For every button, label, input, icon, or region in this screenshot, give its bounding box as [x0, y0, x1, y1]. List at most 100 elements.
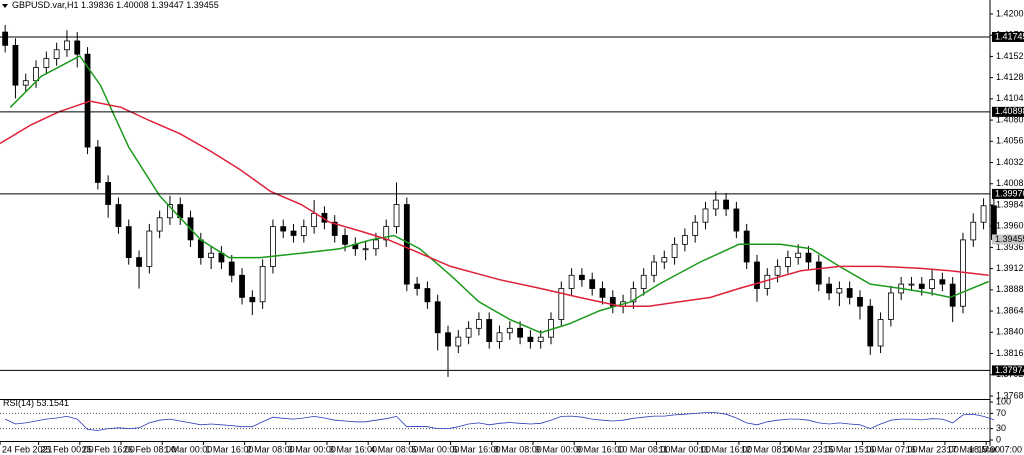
candle-body: [362, 248, 369, 251]
candle-body: [774, 266, 781, 276]
candle-body: [115, 204, 122, 228]
candle-body: [136, 257, 142, 267]
candle-body: [640, 274, 647, 289]
candle-body: [754, 261, 760, 289]
x-tick-label: 25 Feb 00:00: [41, 444, 94, 454]
y-tick-label: 1.37685: [996, 390, 1024, 400]
candle-body: [506, 327, 513, 334]
candle-body: [661, 257, 668, 263]
candle-body: [805, 252, 812, 263]
rsi-label: RSI(14) 53.1541: [3, 398, 69, 408]
candle-body: [970, 221, 977, 241]
candle-body: [702, 208, 709, 223]
last-open: 1.39836: [81, 0, 114, 10]
candle-body: [445, 332, 451, 347]
candle-body: [743, 230, 750, 263]
candle-body: [692, 221, 699, 236]
moving-average: [0, 100, 989, 307]
candle-body: [764, 274, 771, 289]
x-tick-label: 1 Mar 00:00: [164, 444, 212, 454]
y-tick-label: 1.39365: [996, 242, 1024, 252]
candle-body: [125, 226, 132, 258]
y-tick-label: 1.41045: [996, 93, 1024, 103]
candle-body: [857, 296, 863, 307]
level-label-bg: [992, 188, 1024, 199]
candle-body: [712, 199, 719, 210]
level-label: 1.37974: [995, 365, 1024, 375]
candle-body: [795, 252, 802, 258]
candle-body: [568, 274, 575, 289]
x-tick-label: 16 Mar 07:00: [865, 444, 918, 454]
candle-body: [877, 319, 884, 347]
x-tick-label: 12 Mar 08:00: [741, 444, 794, 454]
candle-body: [197, 239, 204, 258]
candle-body: [681, 235, 688, 245]
y-tick-label: 1.42005: [996, 8, 1024, 18]
candle-body: [455, 336, 462, 347]
menu-triangle[interactable]: [2, 4, 8, 8]
candle-body: [527, 336, 534, 342]
candle-body: [393, 204, 400, 228]
level-label-bg: [992, 106, 1024, 117]
level-label-bg: [992, 31, 1024, 42]
level-label: 1.39970: [995, 188, 1024, 198]
candle-body: [249, 296, 256, 303]
candle-body: [517, 327, 524, 338]
x-tick-label: 5 Mar 00:00: [411, 444, 459, 454]
candle-body: [671, 243, 678, 258]
x-tick-label: 8 Mar 08:00: [494, 444, 542, 454]
candle-body: [146, 230, 153, 267]
candle-body: [342, 235, 348, 245]
candle-body: [784, 257, 791, 267]
rsi-name: RSI(14): [3, 398, 34, 408]
y-tick-label: 1.38885: [996, 284, 1024, 294]
x-tick-label: 1 Mar 16:00: [205, 444, 253, 454]
candle-body: [53, 49, 60, 60]
candle-body: [578, 274, 585, 281]
rsi-line: [4, 412, 995, 431]
x-tick-label: 14 Mar 23:00: [782, 444, 835, 454]
moving-average: [9, 55, 989, 334]
rsi-last: 53.1541: [37, 398, 70, 408]
candle-body: [867, 305, 874, 347]
rsi-y-tick-label: 100: [996, 396, 1011, 406]
candle-body: [476, 319, 482, 329]
x-tick-label: 26 Feb 08:00: [123, 444, 176, 454]
level-label-bg: [992, 365, 1024, 376]
last-low: 1.39447: [151, 0, 184, 10]
candle-body: [259, 266, 266, 303]
x-tick-label: 9 Mar 00:00: [535, 444, 583, 454]
chart-title: GBPUSD.var,H1 1.39836 1.40008 1.39447 1.…: [12, 0, 219, 10]
candle-body: [424, 288, 431, 303]
symbol: GBPUSD.var,H1: [12, 0, 79, 10]
x-tick-label: 18 Mar 07:00: [969, 444, 1022, 454]
candle-body: [239, 274, 245, 298]
candle-body: [630, 288, 637, 303]
candle-body: [434, 301, 441, 334]
last-high: 1.40008: [116, 0, 149, 10]
candle-body: [270, 226, 276, 267]
candle-body: [331, 221, 338, 236]
candle-body: [167, 204, 173, 219]
candle-body: [723, 199, 729, 210]
candle-body: [64, 40, 70, 51]
candle-body: [815, 261, 822, 285]
y-tick-label: 1.41525: [996, 51, 1024, 61]
x-tick-label: 16 Mar 23:00: [906, 444, 959, 454]
x-tick-label: 5 Mar 16:00: [453, 444, 501, 454]
candle-body: [373, 239, 379, 250]
price-label-bg: [992, 234, 1024, 245]
candle-body: [74, 40, 81, 55]
candle-body: [929, 279, 935, 289]
candle-body: [280, 226, 287, 232]
candle-body: [486, 319, 493, 342]
y-tick-label: 1.38405: [996, 327, 1024, 337]
rsi-y-tick-label: 0: [996, 434, 1001, 444]
candle-body: [22, 80, 29, 86]
level-label: 1.41745: [995, 31, 1024, 41]
y-tick-label: 1.40805: [996, 114, 1024, 124]
candle-body: [836, 288, 843, 294]
y-tick-label: 1.39845: [996, 199, 1024, 209]
candle-body: [846, 288, 853, 298]
